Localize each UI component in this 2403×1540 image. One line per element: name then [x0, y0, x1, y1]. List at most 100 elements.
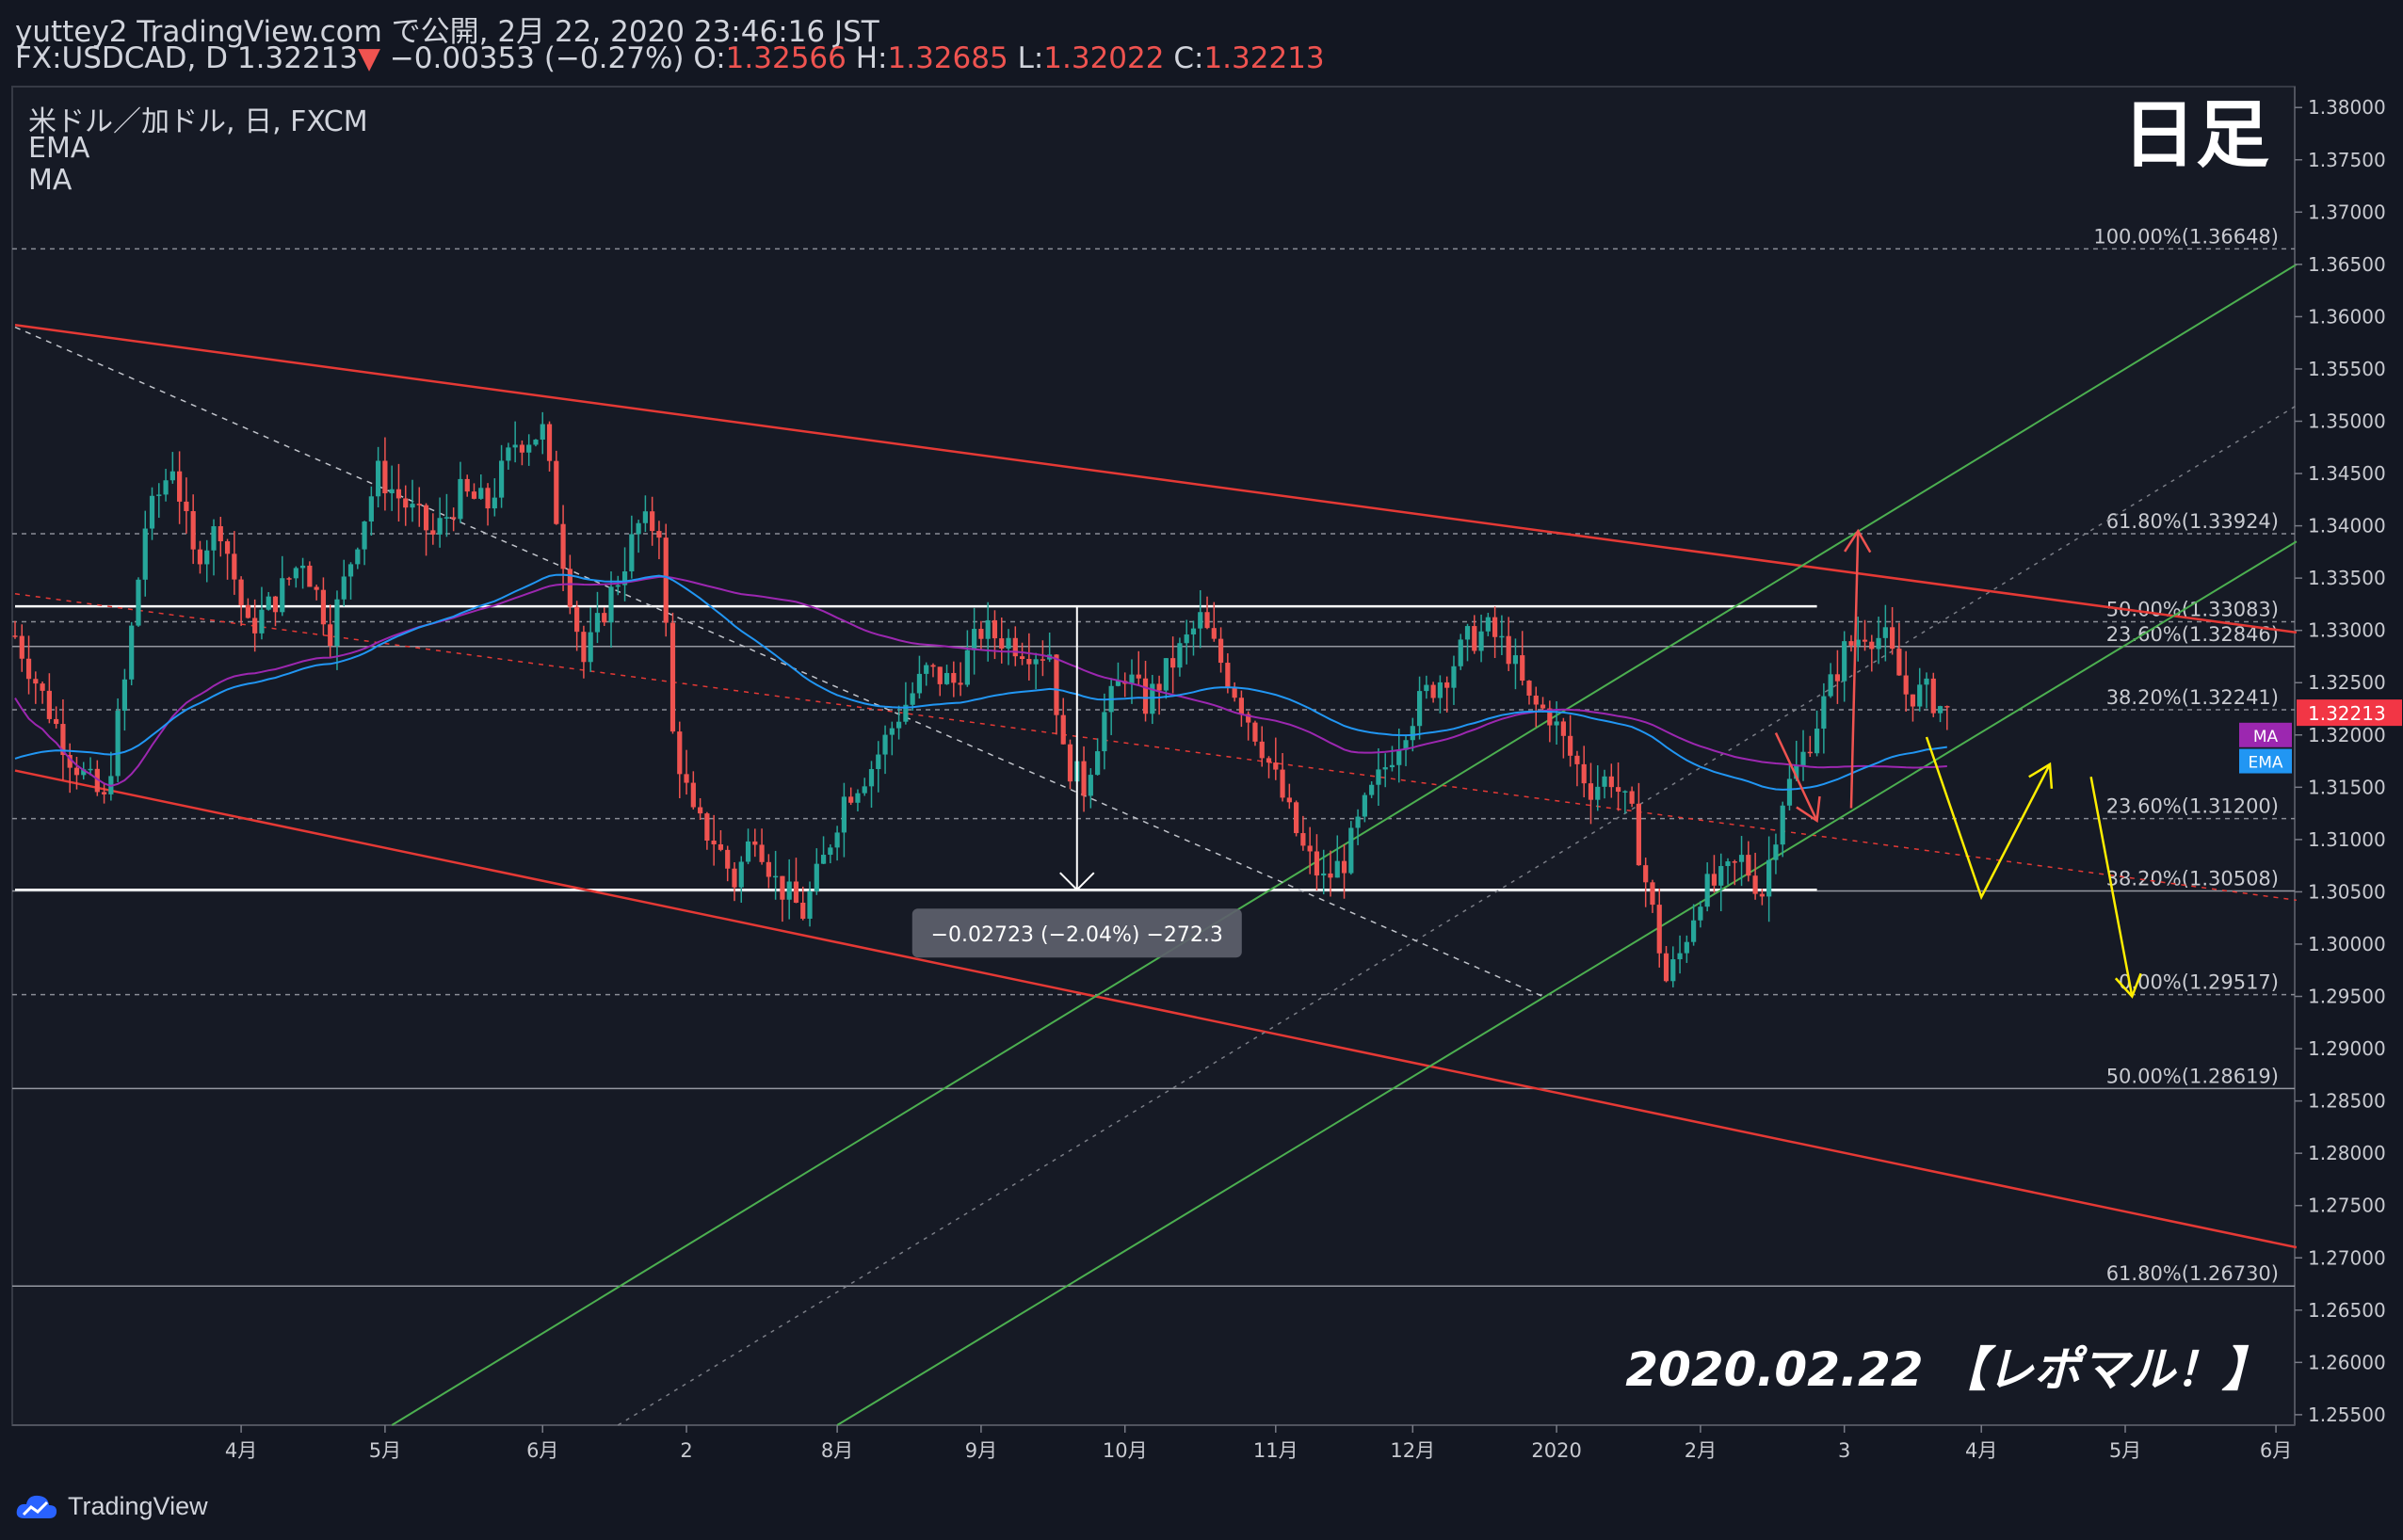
series-legend[interactable]: 米ドル／加ドル, 日, FXCM [28, 105, 368, 138]
indicator-tag-label-0: MA [2253, 728, 2279, 746]
open-label: O: [693, 41, 726, 75]
candle-body-158 [1095, 751, 1101, 776]
candle-body-90 [629, 534, 635, 571]
ema-line [14, 573, 1947, 791]
candle-body-262 [1807, 751, 1813, 754]
candle-body-169 [1170, 658, 1176, 668]
candle-body-57 [403, 498, 409, 508]
candle-body-29 [211, 526, 217, 551]
footer [0, 1470, 2403, 1540]
candle-body-103 [718, 843, 724, 850]
fib-label-4: 38.20%(1.32241) [2106, 686, 2279, 709]
candle-body-34 [245, 604, 250, 618]
symbol-label[interactable]: FX:USDCAD, D [15, 41, 229, 75]
candle-body-269 [1855, 639, 1861, 646]
candle-body-216 [1492, 617, 1498, 637]
candle-body-250 [1725, 861, 1731, 867]
x-tick-label-0: 4月 [225, 1439, 257, 1462]
candle-body-5 [46, 690, 52, 719]
publish-info: yuttey2 TradingView.com で公開, 2月 22, 2020… [15, 15, 879, 49]
y-tick-label-20: 1.28000 [2308, 1142, 2386, 1164]
candle-body-225 [1554, 721, 1559, 726]
y-tick-label-2: 1.37000 [2308, 201, 2386, 223]
candle-body-20 [149, 495, 155, 529]
candle-body-230 [1588, 783, 1594, 800]
candle-body-183 [1266, 758, 1272, 763]
high-value: 1.32685 [887, 41, 1008, 75]
candle-body-170 [1177, 643, 1183, 668]
candle-body-147 [1019, 656, 1025, 660]
x-tick-label-10: 2月 [1685, 1439, 1717, 1462]
projection-arrows[interactable] [1774, 528, 2142, 999]
candle-body-13 [101, 792, 107, 794]
candle-body-270 [1862, 639, 1868, 642]
red-channel-line-0 [14, 324, 2298, 634]
fib-label-7: 0.00%(1.29517) [2119, 971, 2279, 994]
y-tick-label-22: 1.27000 [2308, 1246, 2386, 1269]
projection-arrowhead-0 [1796, 795, 1821, 824]
candle-body-202 [1396, 749, 1402, 765]
candle-body-267 [1842, 641, 1847, 682]
candle-body-22 [163, 480, 169, 495]
y-tick-label-17: 1.29500 [2308, 986, 2386, 1008]
candle-body-223 [1540, 704, 1546, 709]
projection-arrow-0 [1774, 732, 1818, 822]
candle-body-164 [1136, 674, 1141, 679]
candle-body-177 [1225, 663, 1231, 687]
candle-body-104 [725, 849, 731, 869]
candle-body-69 [485, 488, 491, 509]
indicator-tag-0 [2239, 722, 2292, 747]
candle-body-24 [177, 471, 183, 502]
candle-body-79 [554, 460, 559, 524]
candle-body-111 [773, 875, 779, 878]
candle-body-186 [1286, 797, 1292, 803]
candle-body-148 [1026, 659, 1032, 665]
candle-body-130 [903, 704, 909, 722]
candle-body-55 [389, 489, 395, 494]
candle-body-206 [1424, 684, 1429, 692]
candle-body-227 [1568, 735, 1573, 756]
candle-body-37 [266, 596, 271, 610]
candle-body-135 [937, 666, 943, 684]
candle-body-99 [690, 782, 696, 808]
candle-body-249 [1718, 866, 1724, 886]
candle-body-114 [793, 881, 799, 903]
fibonacci-levels[interactable]: 100.00%(1.36648) 61.80%(1.33924) 50.00%(1.… [12, 225, 2295, 1287]
candle-body-199 [1376, 769, 1381, 785]
candle-body-75 [526, 444, 532, 453]
candle-body-165 [1142, 678, 1149, 714]
price-axis[interactable] [2295, 87, 2403, 1425]
candle-body-83 [581, 632, 587, 663]
candle-body-47 [334, 599, 340, 647]
candle-body-234 [1615, 787, 1621, 793]
candle-body-102 [711, 841, 717, 844]
candle-body-54 [382, 460, 388, 494]
candle-body-176 [1218, 638, 1224, 664]
candle-body-247 [1704, 874, 1710, 907]
candle-body-32 [232, 553, 237, 580]
ema-legend[interactable]: EMA [28, 132, 90, 165]
candle-body-257 [1773, 844, 1779, 860]
tradingview-cloud-icon [16, 1495, 57, 1518]
candle-body-139 [964, 650, 970, 685]
candle-body-71 [498, 460, 505, 498]
x-tick-label-13: 5月 [2109, 1439, 2141, 1462]
candle-body-253 [1746, 855, 1751, 876]
candle-body-28 [204, 550, 210, 565]
candle-body-96 [669, 622, 676, 732]
candle-body-150 [1040, 659, 1045, 661]
candle-body-185 [1280, 769, 1285, 798]
x-tick-label-5: 9月 [965, 1439, 997, 1462]
ma-legend[interactable]: MA [28, 164, 73, 197]
dashed-trend-line [14, 326, 1543, 998]
candle-body-70 [492, 497, 497, 509]
y-tick-label-16: 1.30000 [2308, 933, 2386, 955]
tradingview-watermark[interactable]: TradingView [15, 1487, 208, 1525]
candle-body-126 [876, 754, 881, 770]
candle-body-78 [546, 424, 553, 461]
candle-body-26 [190, 510, 196, 550]
measure-tool[interactable]: −0.02723 (−2.04%) −272.3 [911, 606, 1242, 958]
candle-body-109 [759, 844, 765, 862]
candle-body-67 [471, 491, 477, 499]
